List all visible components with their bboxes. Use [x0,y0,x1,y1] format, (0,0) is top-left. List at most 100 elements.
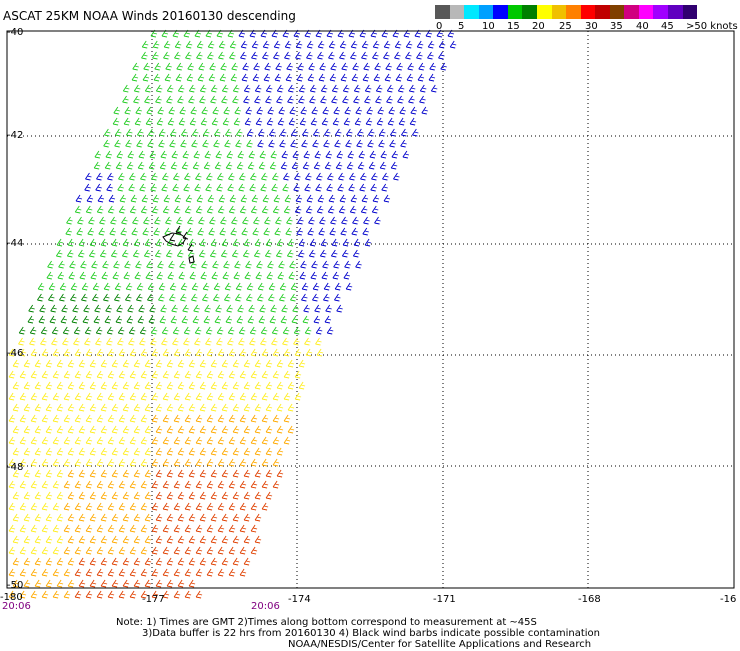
wind-barb [174,194,182,203]
wind-barb [232,95,239,104]
wind-barb [253,216,260,225]
wind-barb [247,315,255,324]
wind-barb [198,216,205,225]
wind-barb [221,513,229,522]
wind-barb [18,326,26,335]
wind-barb [238,183,245,192]
wind-barb [313,315,321,324]
wind-barb [202,128,210,137]
wind-barb [195,172,202,181]
wind-barb [265,359,273,368]
wind-barb [151,590,159,599]
wind-barb [122,425,130,434]
wind-barb [190,106,197,115]
wind-barb [334,293,341,302]
wind-barb [386,95,393,104]
wind-barb [208,227,215,236]
wind-barb [239,458,247,467]
wind-barb [45,557,53,566]
wind-barb [106,326,114,335]
wind-barb [345,139,352,148]
wind-barb [95,337,102,346]
wind-barb [245,260,252,269]
wind-barb [34,447,42,456]
wind-barb [206,568,214,577]
wind-barb [291,315,299,324]
wind-barb [107,568,115,577]
wind-barb [314,150,322,159]
wind-barb [232,469,240,478]
wind-barb [419,84,427,93]
wind-barb [155,513,163,522]
wind-barb [162,392,170,401]
wind-barb [45,425,53,434]
wind-barb [47,260,54,269]
wind-barb [96,348,104,357]
wind-barb [78,513,86,522]
wind-barb [221,403,229,412]
wind-barb [166,491,174,500]
wind-barb [83,304,90,313]
wind-barb [67,238,75,247]
wind-barb [364,84,372,93]
wind-barb [23,557,31,566]
wind-barb [351,73,359,82]
wind-barb [155,95,162,104]
wind-barb [63,436,71,445]
wind-barb [227,337,234,346]
wind-barb [107,458,115,467]
wind-barb [133,381,141,390]
wind-barb [210,557,218,566]
wind-barb [276,381,284,390]
lat-label: -50 [7,580,24,591]
wind-barb [231,216,238,225]
lon-label: -177 [142,594,165,605]
wind-barb [129,436,137,445]
wind-barb [408,84,416,93]
wind-barb [175,73,183,82]
wind-barb [103,282,111,291]
wind-barb [378,128,386,137]
wind-barb [19,502,27,511]
wind-barb [324,161,332,170]
wind-barb [89,359,97,368]
wind-barb [246,139,253,148]
wind-barb [297,62,304,71]
wind-barb [276,84,284,93]
wind-barb [243,491,251,500]
wind-barb [298,381,306,390]
wind-barb [295,40,303,49]
colorbar-swatch [595,5,610,19]
wind-barb [166,84,174,93]
wind-barb [217,546,225,555]
wind-barb [328,51,335,60]
wind-barb [12,403,20,412]
wind-barb [215,304,222,313]
wind-barb [338,205,346,214]
wind-barb [147,293,154,302]
wind-barb [395,73,403,82]
wind-barb [328,194,336,203]
wind-barb [332,271,339,280]
wind-barb [132,249,140,258]
wind-barb [133,403,141,412]
wind-barb [217,370,225,379]
wind-barb [118,370,126,379]
wind-barb [171,150,179,159]
wind-barb [170,161,178,170]
wind-barb [96,568,104,577]
wind-barb [41,568,49,577]
wind-barb [144,579,152,588]
wind-barb [215,150,223,159]
lon-label: -180 [0,592,23,603]
wind-barb [125,139,132,148]
wind-barb [151,458,159,467]
wind-barb [233,117,241,126]
wind-barb [261,480,269,489]
wind-barb [111,381,119,390]
wind-barb [188,557,196,566]
wind-barb [118,590,126,599]
wind-barb [100,381,108,390]
wind-barb [330,216,337,225]
wind-barb [12,535,20,544]
